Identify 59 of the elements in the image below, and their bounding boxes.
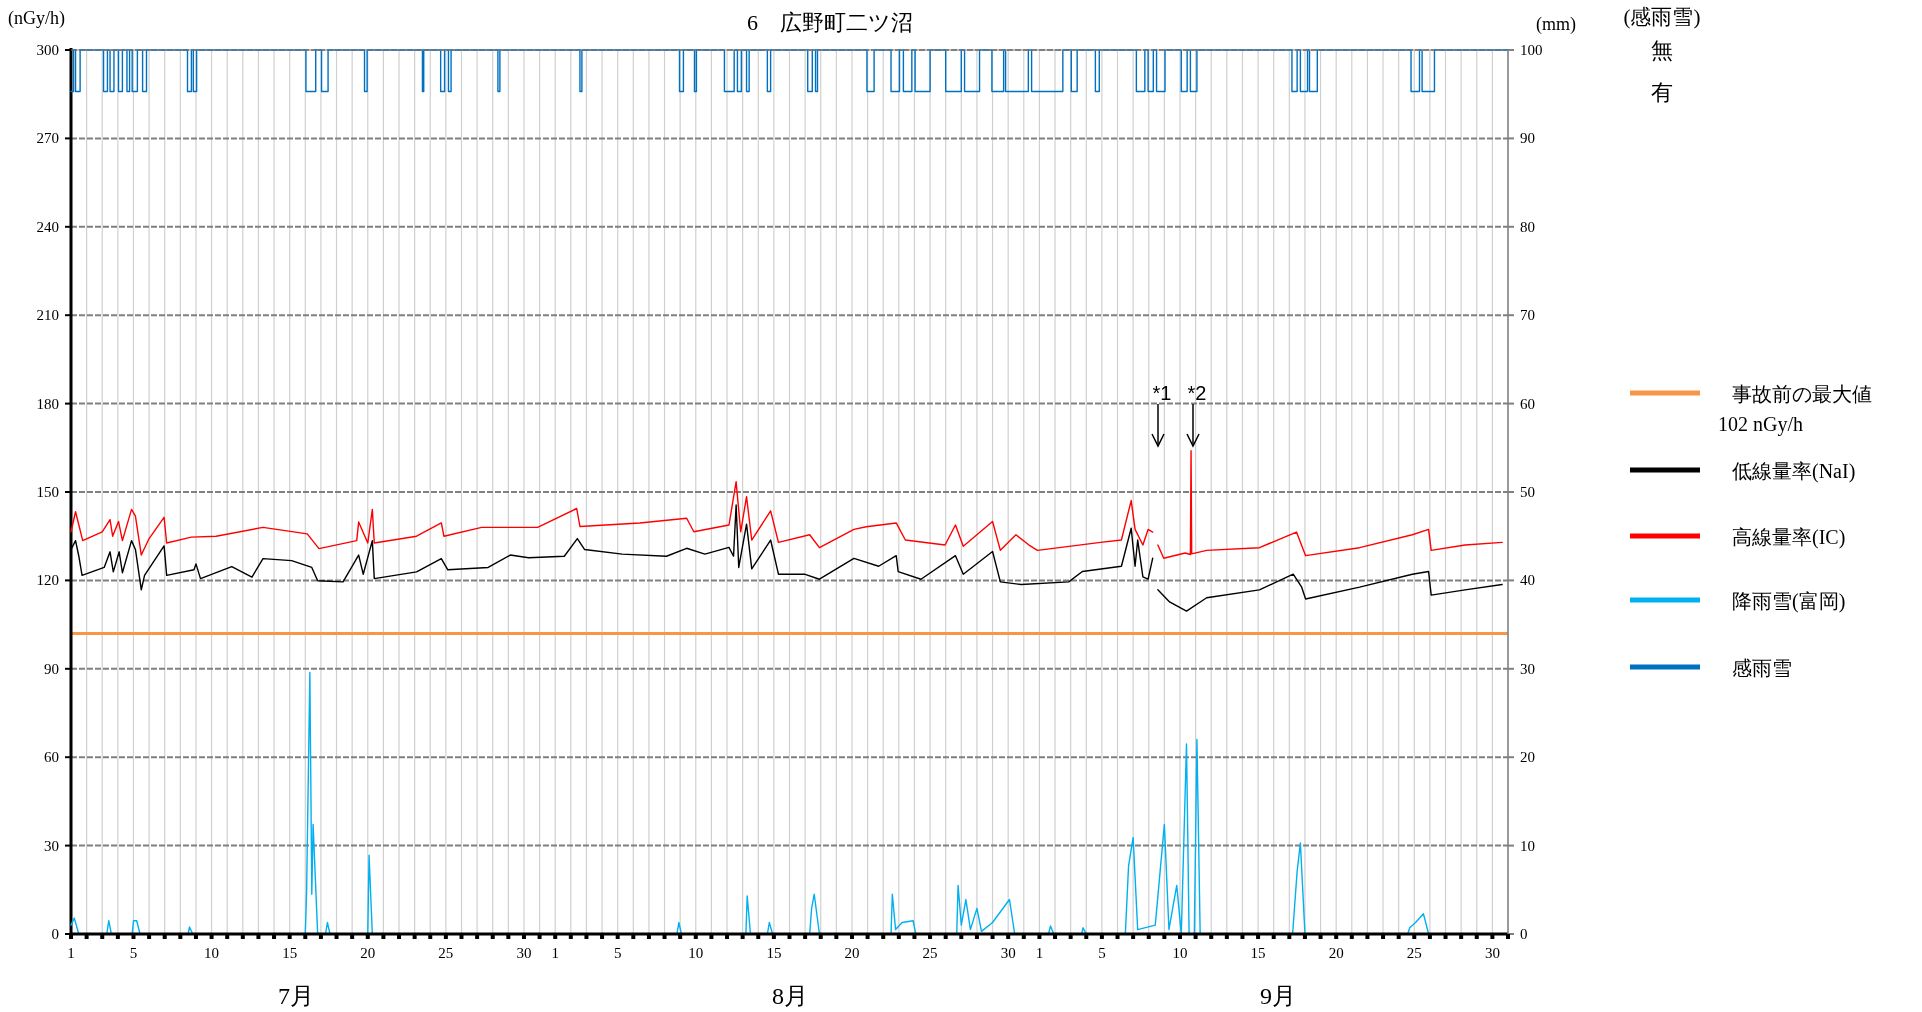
x-tick-label: 5 [1098,945,1106,961]
legend-label: 高線量率(IC) [1732,526,1846,549]
x-tick-label: 5 [613,945,622,961]
x-tick-label: 20 [844,945,860,961]
x-tick-label: 5 [129,945,138,961]
x-tick-label: 30 [1484,945,1500,961]
x-tick-label: 15 [282,945,298,961]
y2-tick-label: 60 [1520,395,1535,412]
y-tick-label: 0 [51,926,59,942]
y-tick-label: 60 [44,749,59,766]
y-tick-label: 270 [36,130,59,147]
y-tick-label: 120 [36,572,59,589]
x-tick-label: 25 [1406,945,1422,961]
y2-tick-label: 40 [1520,572,1535,589]
x-tick-label: 10 [204,945,220,961]
x-tick-label: 30 [1000,945,1016,961]
legend-label: 低線量率(NaI) [1732,460,1856,483]
x-tick-label: 10 [688,945,704,961]
y2-tick-label: 80 [1520,218,1535,235]
y-tick-label: 90 [44,660,59,677]
x-tick-label: 25 [922,945,938,961]
x-tick-label: 1 [551,945,559,961]
x-tick-label: 15 [766,945,782,961]
y-tick-label: 180 [36,395,59,412]
text: 7月 [278,983,314,1009]
y2-tick-label: 30 [1520,660,1535,677]
annotation: *1 [1152,382,1172,404]
y2-tick-label: 20 [1520,749,1535,766]
chart-title: 6 広野町二ツ沼 [747,10,913,35]
annotation: *2 [1187,382,1207,404]
y2-tick-label: 0 [1520,926,1528,942]
y-tick-label: 210 [36,307,59,324]
y-tick-label: 150 [36,484,59,500]
x-tick-label: 25 [438,945,454,961]
text: 9月 [1260,983,1296,1009]
y2-tick-label: 90 [1520,130,1535,147]
y2-tick-label: 100 [1520,42,1543,58]
y2-tick-label: 70 [1520,307,1535,324]
y2-tick-label: 50 [1520,484,1535,500]
x-tick-label: 20 [360,945,376,961]
y-tick-label: 30 [44,837,59,854]
x-tick-label: 1 [67,945,75,961]
y-tick-label: 240 [36,218,59,235]
legend-label: 降雨雪(富岡) [1732,590,1846,613]
x-tick-label: 15 [1250,945,1266,961]
text: 8月 [772,983,808,1009]
y-tick-label: 300 [36,42,59,58]
x-tick-label: 30 [516,945,532,961]
x-tick-label: 10 [1172,945,1188,961]
x-tick-label: 20 [1328,945,1344,961]
y2-axis-title: (mm) [1536,14,1576,35]
y2-tick-label: 10 [1520,837,1535,854]
x-tick-label: 1 [1035,945,1044,961]
legend-label: 事故前の最大値 102 nGy/h [1718,383,1872,436]
text: (感雨雪) [1623,5,1701,29]
text: 有 [1651,80,1673,105]
legend-label: 感雨雪 [1732,657,1792,679]
text: 無 [1651,38,1673,63]
y-axis-title: (nGy/h) [8,8,65,29]
